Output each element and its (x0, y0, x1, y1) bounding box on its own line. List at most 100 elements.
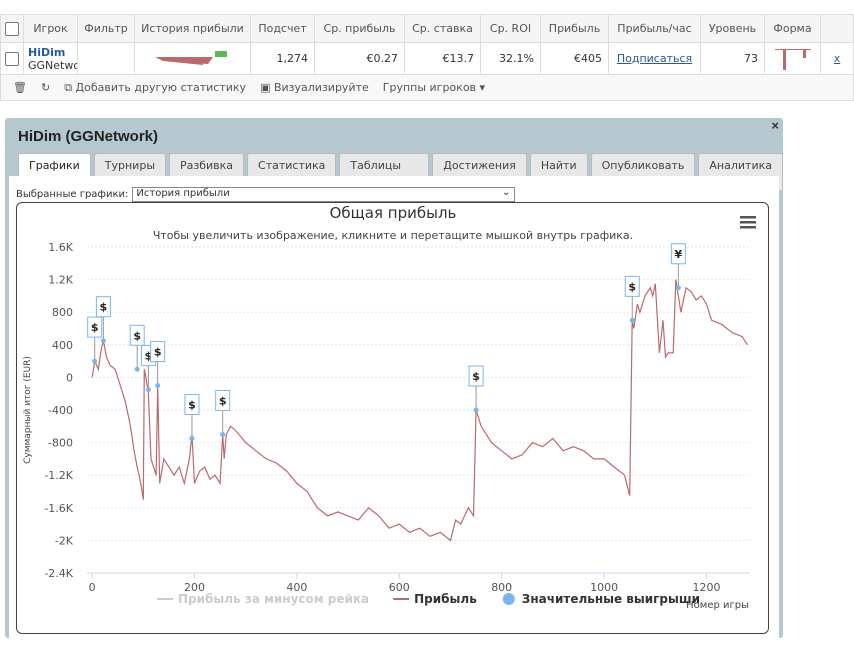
form-sparkline (774, 48, 811, 70)
select[interactable]: История прибыли ⌄ (132, 187, 516, 202)
history-cell (135, 43, 251, 74)
x-tick-label: 1200 (692, 581, 720, 594)
column-header: Ср. ставка (405, 15, 481, 42)
sparkline (154, 50, 227, 65)
form-cell (765, 43, 821, 74)
x-tick-label: 200 (184, 581, 205, 594)
y-tick-label: -2K (55, 534, 74, 547)
significant-win (189, 436, 195, 442)
legend-symbol (502, 593, 515, 605)
flag-box (468, 365, 484, 387)
y-tick-label: 800 (52, 306, 73, 319)
panel-title: HiDim (GGNetwork) (18, 128, 159, 145)
flag-box (184, 394, 200, 416)
refresh-icon[interactable]: ↻ (40, 81, 51, 94)
groups[interactable]: Группы игроков ▾ (382, 81, 486, 94)
flag-label: $ (91, 321, 99, 334)
column-header: Подсчет (251, 15, 315, 42)
column-header: Прибыль/час (609, 15, 701, 42)
flag-box (215, 389, 231, 411)
filter-cell (78, 43, 135, 74)
add-stat[interactable]: ⧉ Добавить другую статистику (64, 80, 247, 94)
y-tick-label: 400 (52, 339, 73, 352)
significant-win (134, 366, 140, 372)
flag-label: $ (154, 346, 162, 359)
chart-subtitle: Чтобы увеличить изображение, кликните и … (153, 229, 633, 242)
visualize-label: Визуализируйте (273, 81, 369, 94)
flag-box (670, 243, 686, 265)
flag-label: $ (628, 280, 636, 293)
x-tick-label: 400 (286, 581, 307, 594)
significant-win (155, 383, 161, 389)
column-header: Ср. ROI (481, 15, 541, 42)
y-tick-label: -800 (48, 437, 73, 450)
select-label: Выбранные графики: (16, 189, 129, 200)
menu-icon[interactable] (740, 216, 756, 229)
avg-profit: €0.27 (315, 43, 405, 74)
network: GGNetwork (28, 58, 77, 72)
flag-label: $ (472, 370, 480, 383)
y-tick-label: 1.6K (48, 241, 73, 254)
level: 73 (701, 43, 765, 74)
significant-win (100, 338, 106, 344)
x-tick-label: 800 (491, 581, 512, 594)
column-header: Форма (765, 15, 821, 42)
chart: Общая прибыль Чтобы увеличить изображени… (23, 204, 756, 611)
player[interactable]: HiDim (28, 45, 66, 59)
significant-win (675, 285, 681, 291)
legend-item[interactable]: Прибыль (414, 592, 477, 606)
player-panel: HiDim (GGNetwork) × Графики Турниры Разбив… (5, 118, 783, 646)
remove-link[interactable]: x (833, 52, 841, 65)
subscribe-link[interactable]: Подписаться (609, 43, 701, 74)
flag-box (87, 316, 103, 338)
significant-win (220, 431, 226, 437)
x-axis-label: Номер игры (686, 600, 749, 611)
trash-icon[interactable]: 🗑 (13, 81, 27, 94)
significant-win (92, 358, 98, 364)
flag-box (129, 324, 145, 346)
column-header: Прибыль (541, 15, 609, 42)
y-tick-label: -1.2K (44, 469, 73, 482)
page: Игрок Фильтр История прибыли Подсчет Ср. при… (0, 14, 854, 638)
column-header: Уровень (701, 15, 765, 42)
significant-win (629, 317, 635, 323)
flag-label: $ (133, 329, 141, 342)
visualize[interactable]: ▣ Визуализируйте (260, 81, 369, 94)
y-tick-label: 0 (66, 371, 73, 384)
checkbox-cell[interactable] (1, 43, 24, 74)
x-tick-label: 600 (389, 581, 410, 594)
select-value: История прибыли (136, 188, 230, 199)
profit: €405 (541, 43, 609, 74)
column-header: Ср. прибыль (315, 15, 405, 42)
flag-label: $ (145, 350, 153, 363)
groups-label: Группы игроков (382, 81, 477, 94)
add-stat-label: Добавить другую статистику (75, 80, 247, 94)
data-row: HiDim GGNetwork 1,274 €0.27 €13.7 32.1% … (1, 43, 853, 75)
header-row: Игрок Фильтр История прибыли Подсчет Ср. при… (1, 15, 853, 43)
panel-body: Выбранные графики: История прибыли ⌄ Общая… (9, 176, 779, 646)
y-tick-label: -1.6K (44, 502, 73, 515)
close-button[interactable]: × (771, 118, 779, 133)
stats-table: Игрок Фильтр История прибыли Подсчет Ср. при… (0, 14, 854, 101)
chart-title: Общая прибыль (330, 204, 457, 222)
column-header: Игрок (24, 15, 78, 42)
x-tick-label: 0 (89, 581, 96, 594)
legend-item[interactable]: Прибыль за минусом рейка (178, 592, 369, 606)
count: 1,274 (251, 43, 315, 74)
chart-box: Общая прибыль Чтобы увеличить изображени… (16, 202, 769, 634)
flag-box (624, 275, 640, 297)
toolbar: 🗑 ↻ ⧉ Добавить другую статистику ▣ Визуал… (1, 75, 853, 100)
column-header: Фильтр (78, 15, 135, 42)
significant-win (473, 407, 479, 413)
y-tick-label: -400 (48, 404, 73, 417)
player-cell: HiDim GGNetwork (24, 43, 78, 74)
y-axis-label: Суммарный итог (EUR) (23, 356, 33, 464)
header-checkbox[interactable] (1, 15, 24, 42)
avg-stake: €13.7 (405, 43, 481, 74)
flag-box (95, 296, 111, 318)
column-header: История прибыли (135, 15, 251, 42)
legend-item[interactable]: Значительные выигрыши (522, 592, 700, 606)
flag-box (150, 341, 166, 363)
flag-label: $ (188, 399, 196, 412)
significant-win (145, 387, 151, 393)
